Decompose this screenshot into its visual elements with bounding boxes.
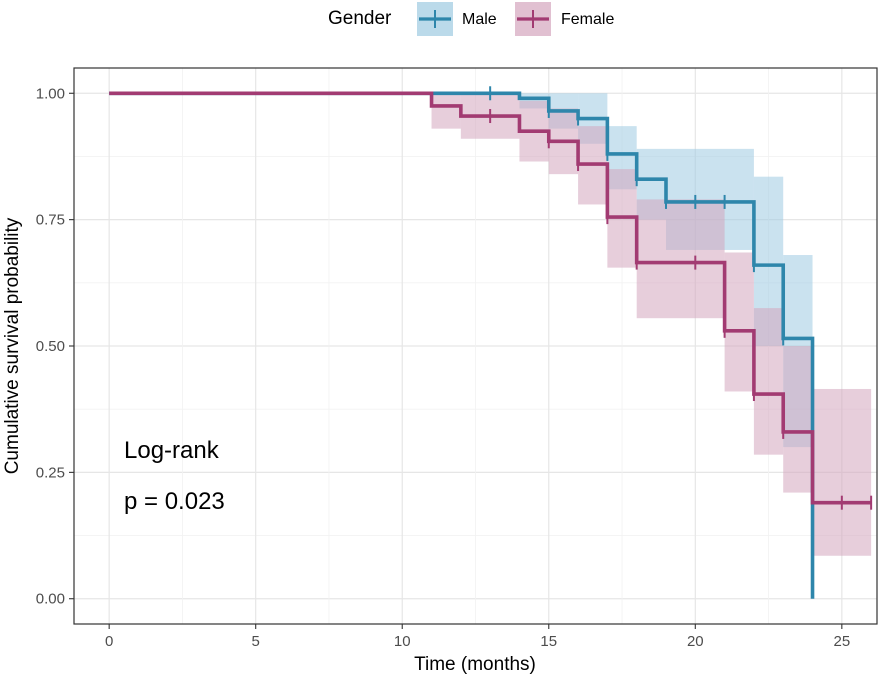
ci-band-female (724, 252, 754, 392)
legend-label-male: Male (462, 11, 497, 28)
x-tick-label: 10 (394, 633, 411, 650)
survival-curves (109, 91, 872, 599)
y-tick-label: 0.25 (36, 464, 65, 481)
logrank-label: Log-rank (124, 437, 220, 464)
x-tick-label: 25 (833, 633, 850, 650)
y-tick-label: 0.75 (36, 212, 65, 229)
survival-curve-female (109, 91, 872, 505)
ci-band-female (783, 346, 813, 493)
x-tick-label: 0 (105, 633, 113, 650)
legend: Gender Male Female (328, 2, 614, 36)
y-tick-label: 1.00 (36, 85, 65, 102)
legend-label-female: Female (561, 11, 614, 28)
y-axis: 0.00 0.25 0.50 0.75 1.00 (36, 85, 74, 608)
legend-title: Gender (328, 8, 392, 29)
x-axis: 0 5 10 15 20 25 (105, 624, 850, 650)
y-tick-label: 0.50 (36, 338, 65, 355)
ci-band-female (753, 308, 784, 455)
survival-curve-male (109, 91, 815, 599)
y-axis-title: Cumulative survival probability (2, 217, 23, 474)
p-value-label: p = 0.023 (124, 488, 225, 515)
x-tick-label: 15 (540, 633, 557, 650)
x-tick-label: 20 (687, 633, 704, 650)
legend-key-male (417, 2, 453, 36)
legend-key-female (515, 2, 551, 36)
ci-band-female (636, 199, 725, 319)
ci-band-female (812, 388, 872, 556)
x-axis-title: Time (months) (414, 654, 536, 675)
ci-band-female (431, 93, 461, 129)
censor-marks (489, 86, 873, 510)
x-tick-label: 5 (252, 633, 260, 650)
y-tick-label: 0.00 (36, 591, 65, 608)
